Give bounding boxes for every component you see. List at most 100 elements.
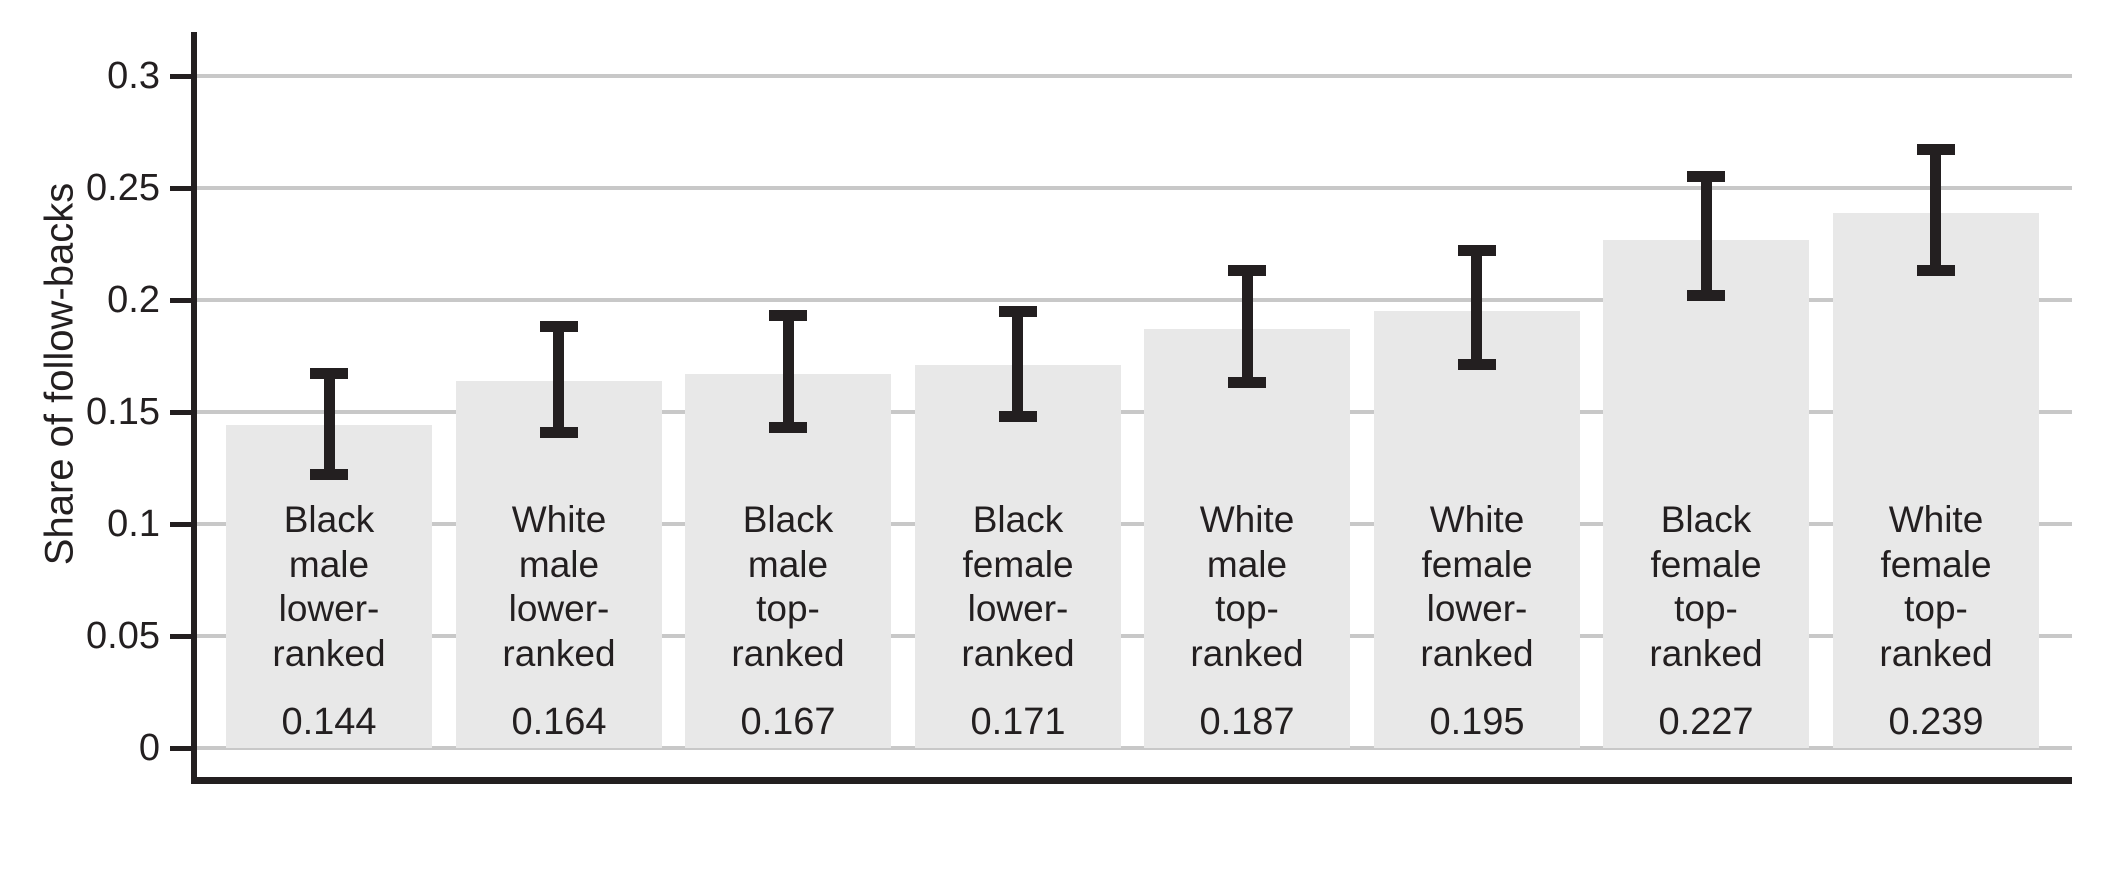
bar-category-label-line: top- <box>1904 588 1968 629</box>
bar-category-label-line: Black <box>283 499 375 540</box>
bar-category-label-line: ranked <box>1190 632 1304 674</box>
y-axis-tick <box>170 409 197 415</box>
bar-category-label-line: ranked <box>731 632 845 674</box>
y-tick-label: 0.05 <box>86 615 160 657</box>
bar-category-label-line: lower- <box>967 588 1069 629</box>
error-bar-line <box>1471 250 1483 365</box>
error-bar-bottom-cap <box>1916 265 1955 277</box>
error-bar-line <box>1241 270 1253 383</box>
error-bar-top-cap <box>1457 245 1496 257</box>
bar-category-label-line: top- <box>756 588 820 629</box>
bar-value-label: 0.171 <box>970 701 1066 743</box>
bar <box>1603 239 1809 748</box>
y-tick-label: 0.3 <box>107 55 160 97</box>
bar-category-label-line: Black <box>742 499 834 540</box>
y-axis-tick <box>170 633 197 639</box>
bar-category-label-line: female <box>1421 543 1533 585</box>
bar <box>1374 311 1580 748</box>
bar-category-label: Black male top-ranked <box>685 498 891 676</box>
bar <box>456 380 662 748</box>
bar-value-label: 0.187 <box>1199 701 1295 743</box>
gridline <box>197 522 2072 526</box>
bar-category-label-line: top- <box>1215 588 1279 629</box>
error-bar-line <box>1012 311 1024 417</box>
gridline <box>197 298 2072 302</box>
bar-category-label-line: ranked <box>1420 632 1534 674</box>
bar-category-label-line: male <box>288 543 370 585</box>
bar-category-label: Black male lower-ranked <box>226 498 432 676</box>
gridline <box>197 634 2072 638</box>
gridline <box>197 74 2072 78</box>
gridline <box>197 410 2072 414</box>
bar-category-label-line: ranked <box>961 632 1075 674</box>
bar-category-label: Black female lower-ranked <box>915 498 1121 676</box>
bar-category-label: White female top-ranked <box>1833 498 2039 676</box>
y-axis-tick <box>170 185 197 191</box>
error-bar-top-cap <box>1687 171 1726 183</box>
bar <box>1144 329 1350 748</box>
y-axis-tick <box>170 745 197 751</box>
error-bar-bottom-cap <box>998 410 1037 422</box>
x-axis-line <box>191 777 2072 784</box>
error-bar-bottom-cap <box>1687 290 1726 302</box>
error-bar-bottom-cap <box>539 426 578 438</box>
bar-category-label-line: lower- <box>278 588 380 629</box>
bar-category-label-line: top- <box>1674 588 1738 629</box>
bar-category-label-line: White <box>1199 499 1295 540</box>
y-axis-line <box>191 32 197 784</box>
y-axis-tick <box>170 73 197 79</box>
bar-category-label-line: female <box>1650 543 1762 585</box>
bar-category-label-line: White <box>511 499 607 540</box>
y-tick-label: 0.15 <box>86 391 160 433</box>
error-bar-line <box>1930 149 1942 271</box>
bar-category-label-line: ranked <box>272 632 386 674</box>
bar-value-label: 0.144 <box>281 701 377 743</box>
y-axis-tick <box>170 297 197 303</box>
error-bar-top-cap <box>769 310 808 322</box>
y-axis-tick <box>170 521 197 527</box>
y-tick-label: 0.2 <box>107 279 160 321</box>
bar <box>1833 212 2039 748</box>
bar <box>915 364 1121 748</box>
bar-category-label: White male top-ranked <box>1144 498 1350 676</box>
bar-category-label-line: female <box>962 543 1074 585</box>
error-bar-top-cap <box>998 305 1037 317</box>
bar-category-label-line: male <box>747 543 829 585</box>
bar-category-label: White male lower-ranked <box>456 498 662 676</box>
bar-category-label-line: Black <box>1660 499 1752 540</box>
bar-category-label-line: White <box>1888 499 1984 540</box>
error-bar-bottom-cap <box>769 422 808 434</box>
bar-value-label: 0.167 <box>740 701 836 743</box>
bar-value-label: 0.195 <box>1429 701 1525 743</box>
y-tick-label: 0.25 <box>86 167 160 209</box>
error-bar-top-cap <box>310 368 348 380</box>
y-tick-label: 0 <box>138 727 160 769</box>
bar-category-label-line: Black <box>972 499 1064 540</box>
bar-category-label-line: ranked <box>502 632 616 674</box>
error-bar-line <box>782 315 794 428</box>
error-bar-top-cap <box>1916 144 1955 156</box>
bar-category-label-line: ranked <box>1879 632 1993 674</box>
error-bar-line <box>1700 176 1712 296</box>
bar-category-label: Black female top-ranked <box>1603 498 1809 676</box>
bar-category-label: White female lower-ranked <box>1374 498 1580 676</box>
error-bar-line <box>323 373 335 475</box>
bar-category-label-line: male <box>518 543 600 585</box>
error-bar-line <box>553 326 565 433</box>
bar <box>685 373 891 748</box>
bar-category-label-line: female <box>1880 543 1992 585</box>
error-bar-top-cap <box>1228 265 1267 277</box>
error-bar-top-cap <box>539 321 578 333</box>
bar-category-label-line: White <box>1429 499 1525 540</box>
bar-category-label-line: ranked <box>1649 632 1763 674</box>
bar-value-label: 0.227 <box>1658 701 1754 743</box>
error-bar-bottom-cap <box>1457 359 1496 371</box>
error-bar-bottom-cap <box>1228 377 1267 389</box>
bar-category-label-line: male <box>1206 543 1288 585</box>
bar-value-label: 0.164 <box>511 701 607 743</box>
bar-category-label-line: lower- <box>508 588 610 629</box>
bar-value-label: 0.239 <box>1888 701 1984 743</box>
y-tick-label: 0.1 <box>107 503 160 545</box>
gridline <box>197 186 2072 190</box>
